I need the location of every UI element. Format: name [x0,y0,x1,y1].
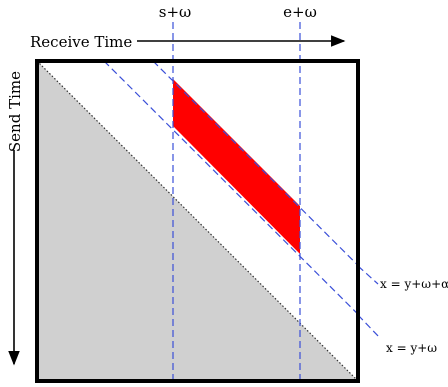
y-axis-label: Send Time [6,71,24,152]
vline-right-label: e+ω [283,3,317,21]
frame-box [35,59,360,383]
line-lower-label: x = y+ω [386,341,437,355]
x-axis-label: Receive Time [30,33,132,51]
line-lower-extension [357,314,381,339]
line-upper [152,61,358,267]
vline-left-label: s+ω [159,3,192,21]
line-lower [103,61,358,316]
line-upper-extension [357,265,379,285]
line-upper-label: x = y+ω+α [380,277,448,291]
highlight-region [173,79,300,254]
